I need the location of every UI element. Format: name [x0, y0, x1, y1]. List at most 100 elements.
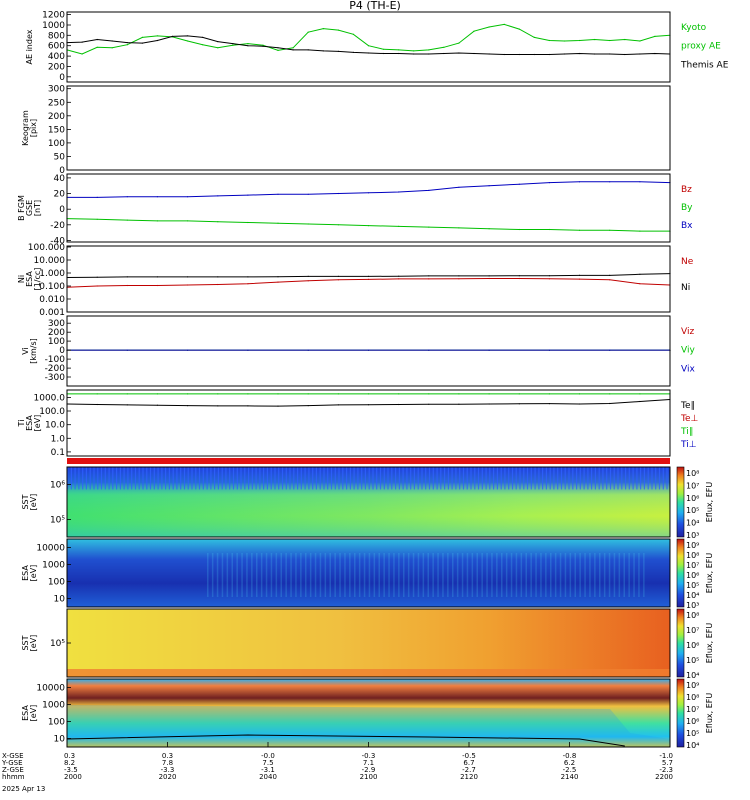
- ni-ytick-label: 100.000: [28, 243, 65, 253]
- bfgm-point: [639, 181, 641, 183]
- ae-point: [473, 52, 475, 55]
- x-axis-xgse: -1.0: [659, 752, 673, 760]
- sst-electron-streak: [549, 467, 551, 490]
- sst-electron-streak: [357, 467, 359, 490]
- vi-point: [428, 349, 430, 351]
- sst-electron-streak: [398, 467, 400, 490]
- esa-electron-streak: [638, 553, 640, 597]
- sst-electron-streak: [508, 467, 510, 490]
- bfgm-point: [247, 194, 249, 196]
- ti-point: [277, 393, 279, 395]
- esa-electron-streak: [422, 553, 425, 597]
- esa-ion-spectrogram: [67, 679, 670, 747]
- sst-electron-streak: [146, 467, 148, 490]
- bfgm-point: [307, 223, 309, 225]
- esa-electron-streak: [265, 553, 268, 597]
- sst-electron-streak: [255, 467, 257, 490]
- ae-point: [639, 53, 641, 55]
- esa-electron-streak: [334, 553, 336, 597]
- x-axis-ygse: 7.1: [363, 759, 374, 767]
- esa-electron-streak: [623, 553, 625, 597]
- ae-point: [126, 44, 128, 46]
- sst-electron-streak: [621, 467, 623, 490]
- sst-electron-streak: [349, 467, 351, 490]
- sst-electron-streak: [395, 467, 397, 490]
- ti-point: [609, 402, 611, 405]
- esa-electron-streak: [241, 553, 243, 597]
- esa-electron-streak: [319, 553, 322, 597]
- sst-electron-streak: [206, 467, 208, 490]
- esa-electron-streak: [442, 553, 444, 597]
- ae-point: [533, 36, 535, 39]
- ae-ytick-label: 200: [48, 62, 65, 72]
- sst-electron-streak: [628, 467, 630, 490]
- ae-point: [111, 40, 113, 42]
- ni-legend-item: Ne: [681, 257, 694, 267]
- sst-electron-streak: [658, 467, 661, 490]
- sst-electron-streak: [67, 467, 69, 490]
- esa-electron-streak: [432, 553, 434, 597]
- ae-point: [594, 53, 596, 55]
- ae-point: [548, 53, 551, 56]
- ni-point: [277, 281, 279, 283]
- ae-point: [307, 49, 309, 51]
- esa-electron-streak: [280, 553, 282, 597]
- esa_i-colorbar-tick: 10⁵: [686, 729, 699, 738]
- ae-legend-item: proxy AE: [681, 42, 721, 52]
- esa-electron-streak: [314, 553, 317, 597]
- esa_e-ylabel: ESA: [21, 565, 30, 581]
- ae-point: [518, 28, 520, 30]
- sst_e-ytick-label: 10⁶: [50, 481, 65, 491]
- vi-legend-item: Viy: [681, 346, 695, 356]
- sst-electron-streak: [489, 467, 491, 490]
- ni-legend-item: Ni: [681, 283, 690, 293]
- sst_i-ylabel: SST: [21, 635, 30, 650]
- ae-point: [398, 52, 400, 55]
- ae-ylabel: AE index: [25, 29, 34, 64]
- sst-electron-streak: [481, 467, 483, 490]
- ni-point: [548, 278, 551, 280]
- esa-electron-streak: [564, 553, 567, 597]
- esa-electron-spectrogram: [67, 539, 670, 607]
- esa-electron-streak: [554, 553, 557, 597]
- ae-point: [187, 40, 189, 42]
- sst-electron-streak: [594, 467, 596, 490]
- status-bar-red: [67, 458, 670, 464]
- sst-electron-streak: [112, 467, 114, 490]
- sst-electron-streak: [259, 467, 261, 490]
- esa-electron-streak: [358, 553, 361, 597]
- x-axis-ygse: 7.5: [262, 759, 273, 767]
- sst-electron-streak: [183, 467, 186, 490]
- esa_i-colorbar-label: Eflux, EFU: [705, 693, 714, 734]
- esa-electron-streak: [270, 553, 273, 597]
- ae-point: [624, 38, 626, 41]
- esa_i-colorbar: [676, 678, 685, 748]
- esa-electron-streak: [324, 553, 327, 597]
- esa-electron-streak: [608, 553, 611, 597]
- x-axis-zgse: -3.1: [261, 766, 275, 774]
- x-axis-xgse: 0.3: [64, 752, 75, 760]
- bfgm-point: [126, 219, 128, 221]
- sst-electron-streak: [651, 467, 653, 490]
- sst-electron-streak: [609, 467, 612, 490]
- sst-electron-streak: [640, 467, 642, 490]
- sst-electron-streak: [149, 467, 152, 490]
- ae-ytick-label: 1000: [42, 21, 65, 31]
- esa-electron-streak: [344, 553, 346, 597]
- sst_i-colorbar-tick: 10⁴: [686, 671, 699, 680]
- sst-electron-streak: [402, 467, 404, 490]
- sst-electron-streak: [312, 467, 314, 490]
- sst-electron-streak: [504, 467, 506, 490]
- esa-electron-streak: [216, 553, 219, 597]
- sst-electron-streak: [263, 467, 265, 490]
- esa_e-ylabel: [eV]: [29, 565, 38, 582]
- sst-electron-streak: [266, 467, 268, 490]
- sst-electron-streak: [542, 467, 544, 490]
- ti-point: [548, 393, 551, 395]
- ae-point: [322, 28, 324, 30]
- sst-electron-streak: [297, 467, 299, 490]
- sst-electron-streak: [444, 467, 446, 490]
- ni-point: [126, 284, 128, 287]
